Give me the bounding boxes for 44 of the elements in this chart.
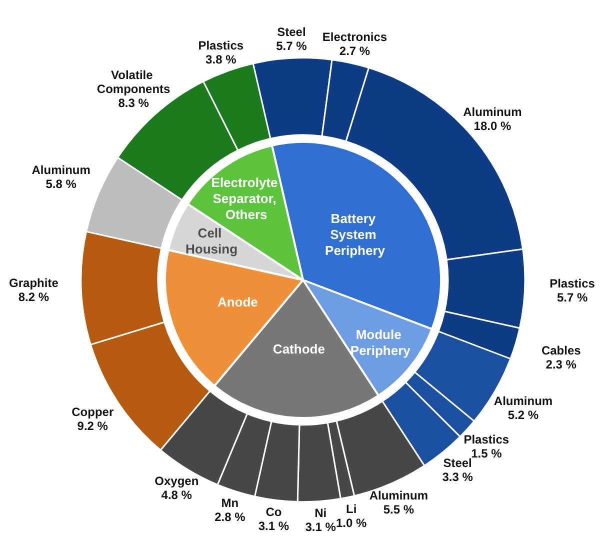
slice-label: Plastics [550,276,596,291]
data-label: 5.8 % [46,177,77,192]
slice-label: Steel [277,25,306,40]
slice-label: Volatile Components [96,68,171,96]
data-label: 4.8 % [161,488,192,502]
data-label: 2.3 % [546,357,577,372]
data-label: 3.1 % [305,520,336,534]
data-label: 2.7 % [339,44,370,58]
data-label: 9.2 % [77,419,108,434]
data-label: 5.2 % [508,408,539,422]
slice-label: Graphite [9,276,59,290]
slice-label: Electronics [322,30,388,44]
data-label: 5.7 % [556,290,588,305]
slice-label: Cables [541,343,582,358]
slice-label: Plastics [198,38,244,52]
slice-label: Mn [221,496,239,510]
slice-label: Oxygen [154,474,199,488]
data-label: 8.2 % [18,290,50,304]
slice-label: Plastics [464,432,510,446]
slice-label: Aluminum [463,104,522,119]
slice-label: Cell Housing [186,226,238,257]
data-label: 3.8 % [206,52,237,66]
slice-label: Aluminum [494,394,553,408]
data-label: 5.5 % [383,502,414,516]
slice-label: Co [266,505,282,520]
data-label: 1.5 % [471,446,502,460]
slice-label: Electrolyte Separator, Others [211,174,282,222]
data-label: 1.0 % [336,516,368,530]
slice-label: Cathode [272,341,325,356]
slice-label: Anode [217,294,258,310]
slice-label: Copper [72,405,114,420]
slice-label: Battery System Periphery [325,211,386,258]
data-label: 8.3 % [118,96,150,110]
slice-label: Module Periphery [350,326,412,358]
slice-label: Steel [443,456,472,470]
data-label: 3.3 % [442,470,474,484]
slice-label: Ni [314,506,327,520]
data-label: 3.1 % [258,519,290,534]
slice-label: Li [346,502,357,516]
data-label: 5.7 % [276,39,308,54]
data-label: 18.0 % [474,118,512,133]
slice-label: Aluminum [369,488,428,502]
data-label: 2.8 % [214,510,246,524]
slice-label: Aluminum [32,163,90,178]
